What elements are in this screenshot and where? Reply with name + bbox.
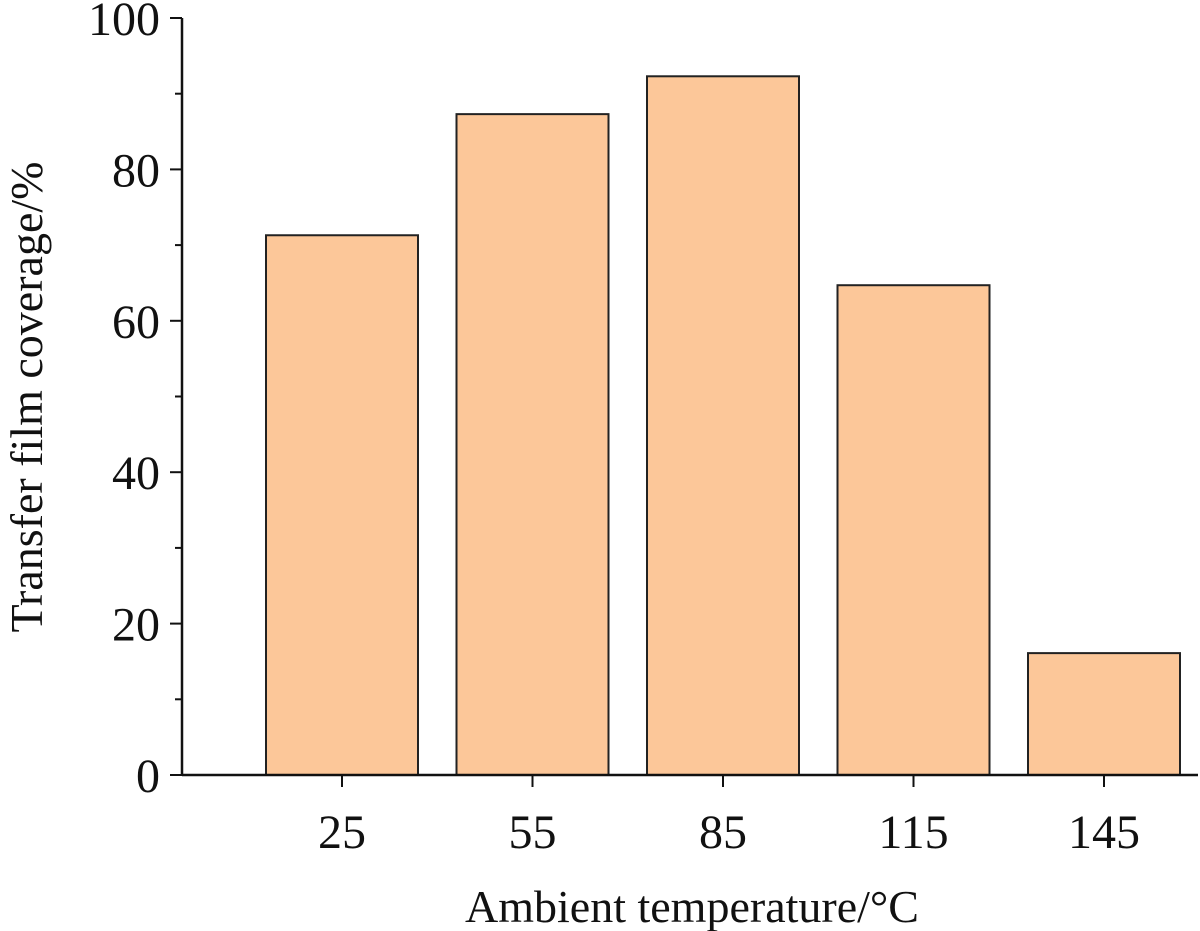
y-axis-ticks: 0 20 40 60 80 100 [88,0,182,803]
y-tick-label: 80 [112,144,160,197]
y-tick-label: 60 [112,296,160,349]
x-axis-title: Ambient temperature/°C [465,881,919,931]
y-axis-title: Transfer film coverage/% [1,162,52,633]
y-tick-label: 0 [136,750,160,803]
bar-25 [265,234,419,777]
y-tick-label: 20 [112,599,160,652]
y-tick-label: 40 [112,447,160,500]
x-tick-label: 85 [699,806,747,859]
x-tick-label: 115 [878,806,948,859]
bar-115 [836,284,991,776]
x-axis-ticks: 25 55 85 115 145 [318,775,1140,859]
bar-145 [1027,652,1181,776]
bars-group [265,75,1181,777]
x-tick-label: 145 [1068,806,1140,859]
x-tick-label: 25 [318,806,366,859]
x-tick-label: 55 [509,806,557,859]
y-tick-label: 100 [88,0,160,46]
bar-55 [455,113,610,777]
bar-85 [646,75,800,776]
